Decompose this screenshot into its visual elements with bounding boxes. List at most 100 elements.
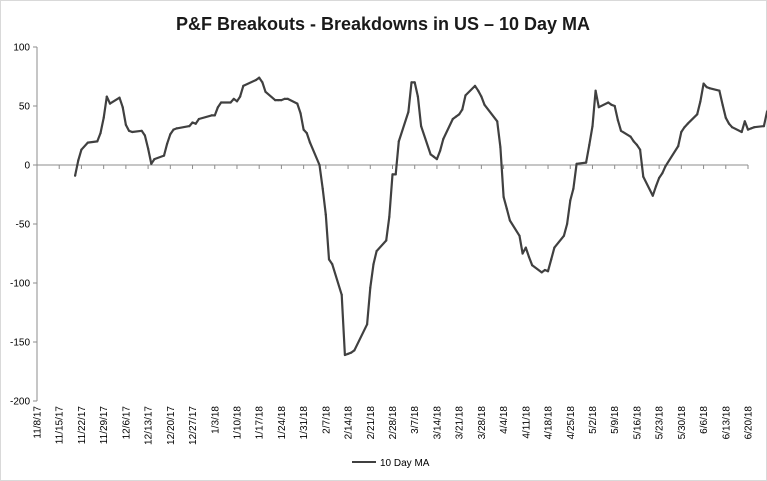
data-point — [477, 89, 480, 92]
data-point — [283, 97, 286, 100]
data-point — [280, 99, 283, 102]
data-point — [610, 103, 613, 106]
data-point — [531, 264, 534, 267]
data-point — [343, 353, 346, 357]
x-tick-label: 4/4/18 — [499, 406, 510, 434]
data-point — [753, 126, 756, 129]
x-tick-label: 11/8/17 — [33, 406, 44, 439]
data-point — [172, 128, 175, 131]
data-point — [216, 106, 219, 109]
data-point — [302, 128, 305, 131]
data-point — [553, 246, 556, 249]
legend-label: 10 Day MA — [380, 458, 430, 469]
data-point — [699, 100, 702, 103]
data-point — [718, 89, 721, 92]
data-point — [147, 147, 150, 150]
data-point — [664, 165, 667, 168]
x-tick-label: 2/14/18 — [344, 406, 355, 440]
data-point — [435, 158, 438, 161]
data-point — [369, 286, 372, 289]
x-tick-label: 2/21/18 — [366, 406, 377, 440]
data-point — [597, 106, 600, 109]
data-point — [324, 213, 327, 216]
data-point — [439, 149, 442, 152]
data-point — [254, 78, 258, 82]
data-point — [613, 104, 616, 108]
y-tick-label: -100 — [10, 279, 30, 290]
data-point — [305, 132, 308, 135]
data-point — [566, 222, 569, 226]
x-tick-label: 1/3/18 — [210, 406, 221, 434]
data-point — [413, 81, 416, 84]
data-point — [432, 155, 435, 158]
data-point — [527, 255, 531, 259]
x-tick-label: 2/7/18 — [321, 406, 332, 434]
data-point — [242, 84, 245, 87]
data-point — [607, 101, 610, 104]
x-tick-label: 5/2/18 — [588, 406, 599, 434]
data-point — [588, 143, 591, 146]
y-tick-label: -150 — [10, 338, 30, 349]
data-point — [118, 96, 121, 99]
y-tick-label: 0 — [24, 161, 30, 172]
data-point — [274, 99, 277, 102]
data-point — [105, 95, 108, 98]
x-tick-label: 11/15/17 — [55, 406, 66, 445]
data-point — [277, 99, 280, 102]
data-point — [696, 113, 699, 116]
data-point — [264, 90, 267, 93]
data-point — [677, 145, 680, 148]
data-point — [464, 94, 467, 97]
data-point — [642, 175, 645, 178]
data-point — [499, 146, 502, 149]
data-point — [420, 125, 423, 128]
chart-title: P&F Breakouts - Breakdowns in US – 10 Da… — [176, 14, 590, 34]
x-tick-label: 11/22/17 — [77, 406, 88, 445]
data-point — [331, 263, 334, 266]
data-point — [429, 153, 432, 156]
x-tick-label: 12/6/17 — [121, 406, 132, 440]
data-point — [743, 120, 746, 123]
data-point — [619, 129, 623, 132]
y-tick-label: -200 — [10, 397, 30, 408]
data-point — [473, 84, 477, 87]
data-point — [508, 219, 511, 222]
data-point — [454, 115, 458, 118]
x-tick-label: 12/27/17 — [188, 406, 199, 445]
data-point — [750, 127, 753, 130]
data-point — [350, 351, 353, 354]
data-point — [108, 102, 112, 105]
data-point — [143, 134, 146, 137]
data-point — [258, 76, 261, 79]
x-tick-label: 11/29/17 — [99, 406, 110, 445]
data-point — [451, 117, 454, 121]
x-tick-label: 1/31/18 — [299, 406, 310, 440]
data-point — [347, 352, 350, 355]
series-group — [73, 76, 767, 357]
data-point — [683, 126, 686, 129]
data-point — [461, 108, 464, 111]
data-point — [708, 87, 712, 90]
data-point — [210, 114, 213, 117]
x-axis: 11/8/17 11/15/17 11/22/17 11/29/17 12/6/17 12… — [33, 164, 755, 445]
data-point — [550, 258, 553, 261]
data-point — [239, 95, 242, 98]
legend: 10 Day MA — [352, 458, 430, 469]
data-point — [483, 103, 486, 106]
x-tick-label: 4/18/18 — [544, 406, 555, 440]
x-tick-label: 1/10/18 — [232, 406, 243, 440]
x-tick-label: 12/20/17 — [166, 406, 177, 445]
data-point — [232, 97, 235, 100]
data-point — [372, 263, 375, 266]
data-point — [524, 246, 527, 249]
data-point — [562, 234, 566, 237]
data-point — [635, 143, 639, 146]
data-point — [505, 207, 508, 210]
data-point — [540, 271, 543, 274]
data-point — [658, 176, 661, 180]
data-point — [594, 89, 597, 92]
data-point — [727, 122, 731, 125]
data-point — [661, 172, 664, 175]
data-point — [585, 161, 588, 164]
